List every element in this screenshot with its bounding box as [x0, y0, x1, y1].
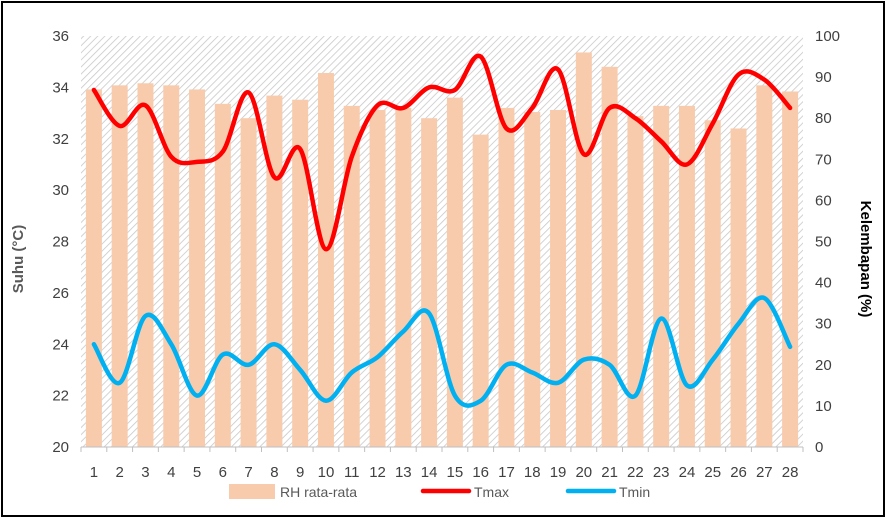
- x-tick-label: 18: [524, 464, 541, 481]
- legend-label-tmax: Tmax: [474, 484, 509, 500]
- rh-bar: [163, 85, 180, 447]
- rh-bar: [189, 89, 206, 448]
- y2-tick-label: 40: [815, 275, 832, 292]
- x-tick-label: 22: [627, 464, 644, 481]
- x-tick-label: 16: [472, 464, 489, 481]
- legend-label-rh: RH rata-rata: [280, 484, 357, 500]
- x-tick-label: 1: [90, 464, 98, 481]
- rh-bar: [550, 109, 567, 447]
- x-tick-label: 20: [575, 464, 592, 481]
- y2-tick-label: 20: [815, 357, 832, 374]
- rh-bar: [292, 99, 309, 447]
- y-tick-label: 20: [52, 439, 69, 456]
- x-tick-label: 25: [704, 464, 721, 481]
- rh-bar: [601, 66, 618, 447]
- y2-tick-label: 100: [815, 28, 840, 45]
- y2-tick-label: 10: [815, 398, 832, 415]
- y2-tick-label: 60: [815, 192, 832, 209]
- y2-tick-label: 50: [815, 234, 832, 251]
- y-tick-label: 22: [52, 388, 69, 405]
- y2-tick-label: 80: [815, 110, 832, 127]
- temperature-humidity-chart: 1 2 3 4 5 6 7 8 9 10 11 12 13 14 15 16 17 18 19 20 21 22 23 24 2…: [10, 28, 874, 500]
- x-tick-label: 27: [756, 464, 773, 481]
- rh-bar: [85, 89, 102, 448]
- rh-bar: [704, 120, 721, 447]
- y-tick-label: 32: [52, 131, 69, 148]
- x-tick-label: 15: [447, 464, 464, 481]
- rh-bar: [421, 118, 438, 447]
- y-tick-label: 34: [52, 79, 69, 96]
- x-tick-label: 21: [601, 464, 618, 481]
- axes: [80, 446, 804, 452]
- x-tick-label: 8: [270, 464, 278, 481]
- y-tick-label: 24: [52, 336, 69, 353]
- x-tick-label: 10: [318, 464, 335, 481]
- x-tick-label: 2: [116, 464, 124, 481]
- y-tick-label: 36: [52, 28, 69, 45]
- x-tick-label: 4: [167, 464, 175, 481]
- y2-tick-label: 90: [815, 69, 832, 86]
- x-tick-label: 13: [395, 464, 412, 481]
- x-tick-label: 3: [141, 464, 149, 481]
- x-tick-label: 23: [653, 464, 670, 481]
- rh-bar: [446, 97, 463, 448]
- rh-bar: [111, 85, 128, 447]
- rh-bar: [524, 112, 541, 447]
- x-tick-label: 14: [421, 464, 438, 481]
- tick-labels: 1 2 3 4 5 6 7 8 9 10 11 12 13 14 15 16 17 18 19 20 21 22 23 24 2…: [52, 28, 840, 481]
- rh-bar: [240, 118, 257, 447]
- rh-bar: [653, 105, 670, 448]
- y-tick-label: 26: [52, 285, 69, 302]
- temperature-lines: [91, 53, 793, 408]
- legend: RH rata-rata Tmax Tmin: [229, 484, 650, 500]
- rh-bar: [266, 95, 283, 447]
- series-line-tmin: [91, 295, 793, 408]
- y2-tick-label: 70: [815, 151, 832, 168]
- rh-bar: [369, 109, 386, 447]
- legend-swatch-rh: [229, 484, 275, 499]
- rh-bar: [498, 107, 515, 448]
- legend-label-tmin: Tmin: [619, 484, 650, 500]
- x-tick-label: 9: [296, 464, 304, 481]
- y-tick-label: 30: [52, 182, 69, 199]
- x-tick-label: 12: [369, 464, 386, 481]
- rh-bar: [317, 72, 334, 448]
- x-tick-label: 19: [550, 464, 567, 481]
- rh-bar: [395, 107, 412, 448]
- x-tick-label: 28: [782, 464, 799, 481]
- x-tick-label: 11: [344, 464, 360, 481]
- rh-bar: [472, 134, 489, 447]
- y-axis-title: Suhu (°C): [10, 225, 27, 293]
- x-tick-label: 5: [193, 464, 201, 481]
- y2-tick-label: 0: [815, 439, 823, 456]
- rh-bar: [756, 85, 773, 447]
- x-tick-label: 7: [244, 464, 252, 481]
- y2-axis-title: Kelembapan (%): [857, 201, 874, 318]
- rh-bar: [678, 105, 695, 448]
- y2-tick-label: 30: [815, 316, 832, 333]
- x-tick-label: 24: [679, 464, 696, 481]
- x-tick-label: 17: [498, 464, 515, 481]
- rh-bar: [730, 128, 747, 447]
- rh-bar: [782, 91, 799, 448]
- rh-bar: [575, 52, 592, 447]
- x-tick-label: 6: [219, 464, 227, 481]
- x-tick-label: 26: [730, 464, 747, 481]
- series-line-tmax: [91, 53, 793, 252]
- rh-bar: [627, 116, 644, 448]
- rh-bar: [343, 105, 360, 448]
- rh-bar: [137, 83, 154, 447]
- y-tick-label: 28: [52, 234, 69, 251]
